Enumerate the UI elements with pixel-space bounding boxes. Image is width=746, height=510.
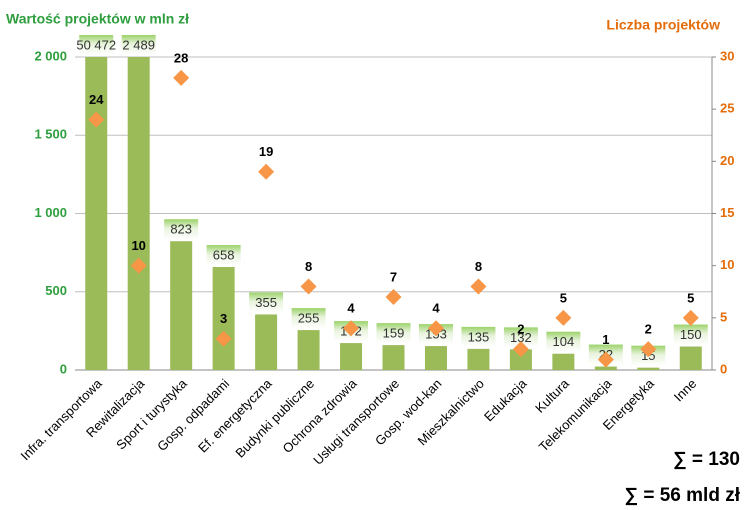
marker [300,278,317,295]
data-label-box [376,323,411,344]
y2-tick-label: 20 [720,153,734,168]
bar [509,349,532,370]
data-label: 2 [645,322,652,337]
x-tick-label: Edukacja [481,375,530,424]
data-label: 24 [89,92,104,107]
y-tick-label: 0 [60,361,67,376]
y2-tick-label: 30 [720,48,734,63]
data-label: 19 [259,144,273,159]
bar [255,314,278,370]
marker [597,351,614,368]
marker [258,163,275,180]
bar [424,346,447,370]
y2-tick-label: 25 [720,101,734,116]
x-tick-label: Ef. energetyczna [195,375,275,455]
y-tick-label: 2 000 [34,48,67,63]
data-label: 8 [475,259,482,274]
data-label: 2 [517,322,524,337]
x-tick-label: Kultura [532,375,572,415]
bar [637,367,660,370]
marker [470,278,487,295]
data-label: 4 [432,301,440,316]
y2-tick-label: 15 [720,205,734,220]
y-tick-label: 500 [45,283,67,298]
data-label: 159 [383,326,405,341]
bar [297,330,320,370]
bar [594,366,617,370]
data-label: 355 [255,295,277,310]
data-label-box [79,35,114,55]
x-tick-label: Inne [671,376,700,405]
data-label-box [206,245,241,266]
data-label-box [291,308,326,329]
y2-tick-label: 10 [720,257,734,272]
data-label-box [249,292,284,313]
data-label: 1 [602,332,609,347]
plot-area [85,57,702,371]
marker [385,288,402,305]
data-label-box [461,326,496,347]
y2-tick-label: 5 [720,309,727,324]
data-label: 104 [553,334,575,349]
bar [85,57,108,370]
data-label-box [121,35,156,55]
bar [679,346,702,370]
data-label: 2 489 [122,37,155,52]
bar [127,57,150,371]
marker [512,341,529,358]
bar [340,343,363,370]
y-tick-label: 1 000 [34,205,67,220]
data-label: 150 [680,327,702,342]
y2-tick-label: 0 [720,361,727,376]
marker [555,309,572,326]
bar [467,348,490,370]
data-label: 5 [560,290,567,305]
data-label: 135 [468,329,490,344]
data-label: 7 [390,269,397,284]
marker [130,257,147,274]
marker [640,341,657,358]
data-label: 8 [305,259,312,274]
bar [170,241,193,370]
y-tick-label: 1 500 [34,127,67,142]
data-label: 3 [220,311,227,326]
data-label: 50 472 [76,37,116,52]
data-label: 132 [510,330,532,345]
x-tick-label: Ochrona zdrowia [279,375,360,456]
marker [343,320,360,337]
data-label-box [673,324,708,345]
marker [88,111,105,128]
annotation: ∑ = 130 [673,449,740,470]
bar [212,267,235,370]
data-label: 658 [213,247,235,262]
data-label-box [164,219,199,240]
data-label: 28 [174,50,188,65]
y-axis-title: Wartość projektów w mln zł [6,11,189,27]
data-label-box [503,327,538,348]
data-label: 5 [687,290,694,305]
annotation: ∑ = 56 mld zł [625,485,741,506]
data-label: 10 [131,238,145,253]
x-tick-label: Gosp. odpadami [154,376,232,454]
bar [552,353,575,370]
data-label: 4 [347,301,355,316]
marker [682,309,699,326]
marker [427,320,444,337]
x-tick-label: Budynki publiczne [232,376,317,461]
data-label: 823 [170,222,192,237]
bar [382,345,405,370]
data-label: 255 [298,311,320,326]
x-tick-label: Telekomunikacja [536,375,615,454]
data-label-box [546,331,581,352]
y2-axis-title: Liczba projektów [606,17,720,33]
marker [215,330,232,347]
marker [173,69,190,86]
